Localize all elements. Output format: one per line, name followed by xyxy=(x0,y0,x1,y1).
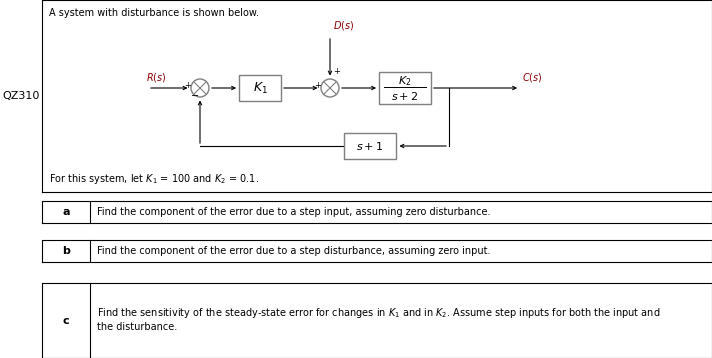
Text: +: + xyxy=(333,67,340,76)
Text: $K_1$: $K_1$ xyxy=(253,81,268,96)
Text: b: b xyxy=(62,246,70,256)
Text: −: − xyxy=(191,91,199,101)
Bar xyxy=(379,72,431,104)
Text: $R(s)$: $R(s)$ xyxy=(146,71,167,84)
Text: QZ310: QZ310 xyxy=(2,91,40,101)
Text: a: a xyxy=(62,207,70,217)
Text: Find the sensitivity of the steady-state error for changes in $K_1$ and in $K_2$: Find the sensitivity of the steady-state… xyxy=(97,306,660,320)
Text: c: c xyxy=(63,315,69,325)
Text: +: + xyxy=(315,81,321,90)
Text: Find the component of the error due to a step disturbance, assuming zero input.: Find the component of the error due to a… xyxy=(97,246,491,256)
Text: $s+2$: $s+2$ xyxy=(392,90,419,102)
Text: For this system, let $K_1$ = 100 and $K_2$ = 0.1.: For this system, let $K_1$ = 100 and $K_… xyxy=(49,172,259,186)
Text: $s+1$: $s+1$ xyxy=(356,140,384,152)
Text: $C(s)$: $C(s)$ xyxy=(522,71,543,84)
Text: A system with disturbance is shown below.: A system with disturbance is shown below… xyxy=(49,8,259,18)
Bar xyxy=(239,75,281,101)
Text: Find the component of the error due to a step input, assuming zero disturbance.: Find the component of the error due to a… xyxy=(97,207,491,217)
Text: the disturbance.: the disturbance. xyxy=(97,323,177,333)
Text: $K_2$: $K_2$ xyxy=(398,74,412,88)
Text: +: + xyxy=(184,81,192,90)
Bar xyxy=(344,133,396,159)
Text: $D(s)$: $D(s)$ xyxy=(333,19,355,32)
